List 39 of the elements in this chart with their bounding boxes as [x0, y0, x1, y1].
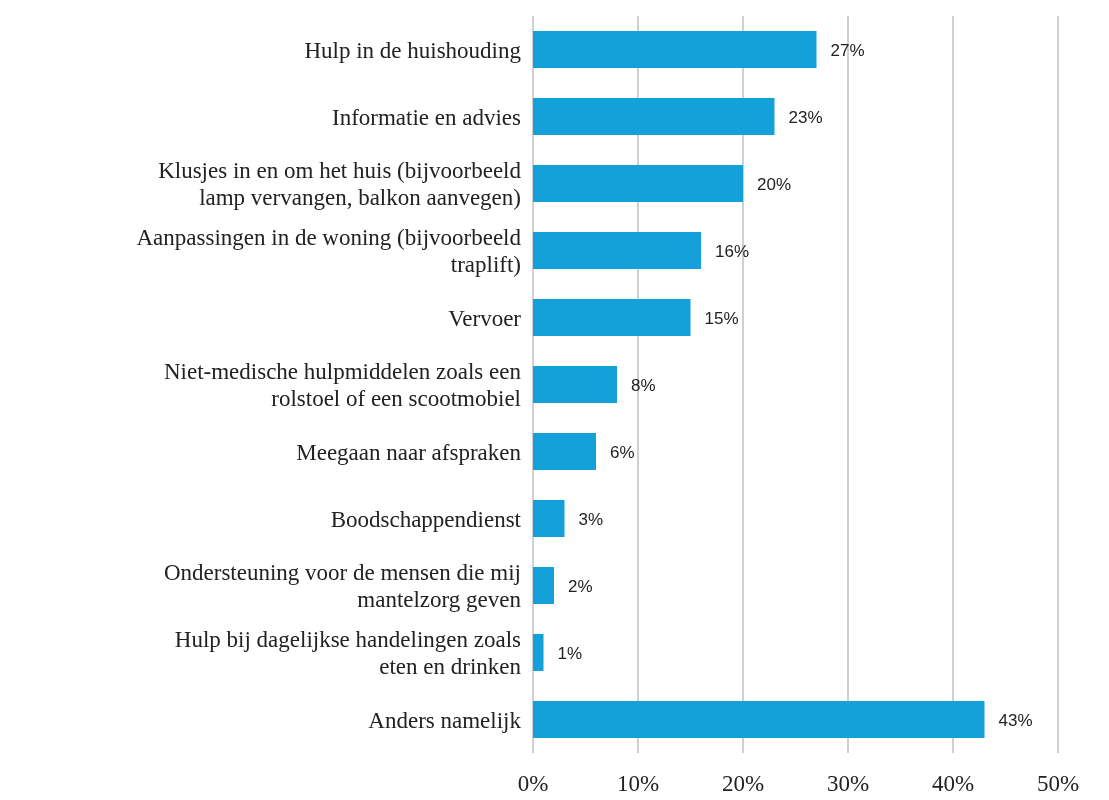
x-tick-label: 10% — [616, 771, 660, 797]
bar — [533, 299, 691, 336]
x-tick-label: 0% — [517, 771, 549, 797]
y-tick-label: Anders namelijk — [368, 707, 522, 732]
bar — [533, 366, 617, 403]
bar — [533, 433, 596, 470]
bar — [533, 500, 565, 537]
y-tick-label: Hulp in de huishouding — [304, 37, 522, 62]
data-label: 20% — [757, 174, 792, 194]
x-tick-label: 50% — [1036, 771, 1080, 797]
y-tick-label: Ondersteuning voor de mensen die mij mantelzorg geven — [163, 559, 522, 612]
bar — [533, 634, 544, 671]
x-tick-label: 20% — [721, 771, 765, 797]
data-label: 15% — [704, 308, 739, 328]
y-tick-label: Boodschappendienst — [330, 506, 522, 531]
x-tick-label: 30% — [826, 771, 870, 797]
data-label: 1% — [557, 643, 583, 663]
bar — [533, 232, 701, 269]
data-label: 6% — [610, 442, 635, 462]
y-tick-label: Aanpassingen in de woning (bijvoorbeeld traplift) — [136, 224, 522, 277]
data-label: 3% — [578, 509, 604, 529]
bar — [533, 31, 817, 68]
bar — [533, 567, 554, 604]
y-tick-label: Meegaan naar afspraken — [296, 439, 522, 464]
x-tick-label: 40% — [931, 771, 975, 797]
data-label: 23% — [788, 107, 823, 127]
bar — [533, 165, 743, 202]
y-tick-label: Niet-medische hulpmiddelen zoals een rolstoel of een scootmobiel — [163, 358, 522, 411]
y-tick-label: Hulp bij dagelijkse handelingen zoals eten en drinken — [174, 626, 522, 679]
data-label: 8% — [631, 375, 656, 395]
y-tick-label: Klusjes in en om het huis (bijvoorbeeld lamp vervangen, balkon aanvegen) — [158, 157, 522, 210]
bar — [533, 701, 985, 738]
data-label: 2% — [568, 576, 593, 596]
data-label: 27% — [830, 40, 865, 60]
y-tick-label: Informatie en advies — [331, 104, 522, 129]
data-label: 16% — [715, 241, 750, 261]
bar — [533, 98, 775, 135]
data-label: 43% — [998, 710, 1033, 730]
y-tick-label: Vervoer — [448, 305, 522, 330]
